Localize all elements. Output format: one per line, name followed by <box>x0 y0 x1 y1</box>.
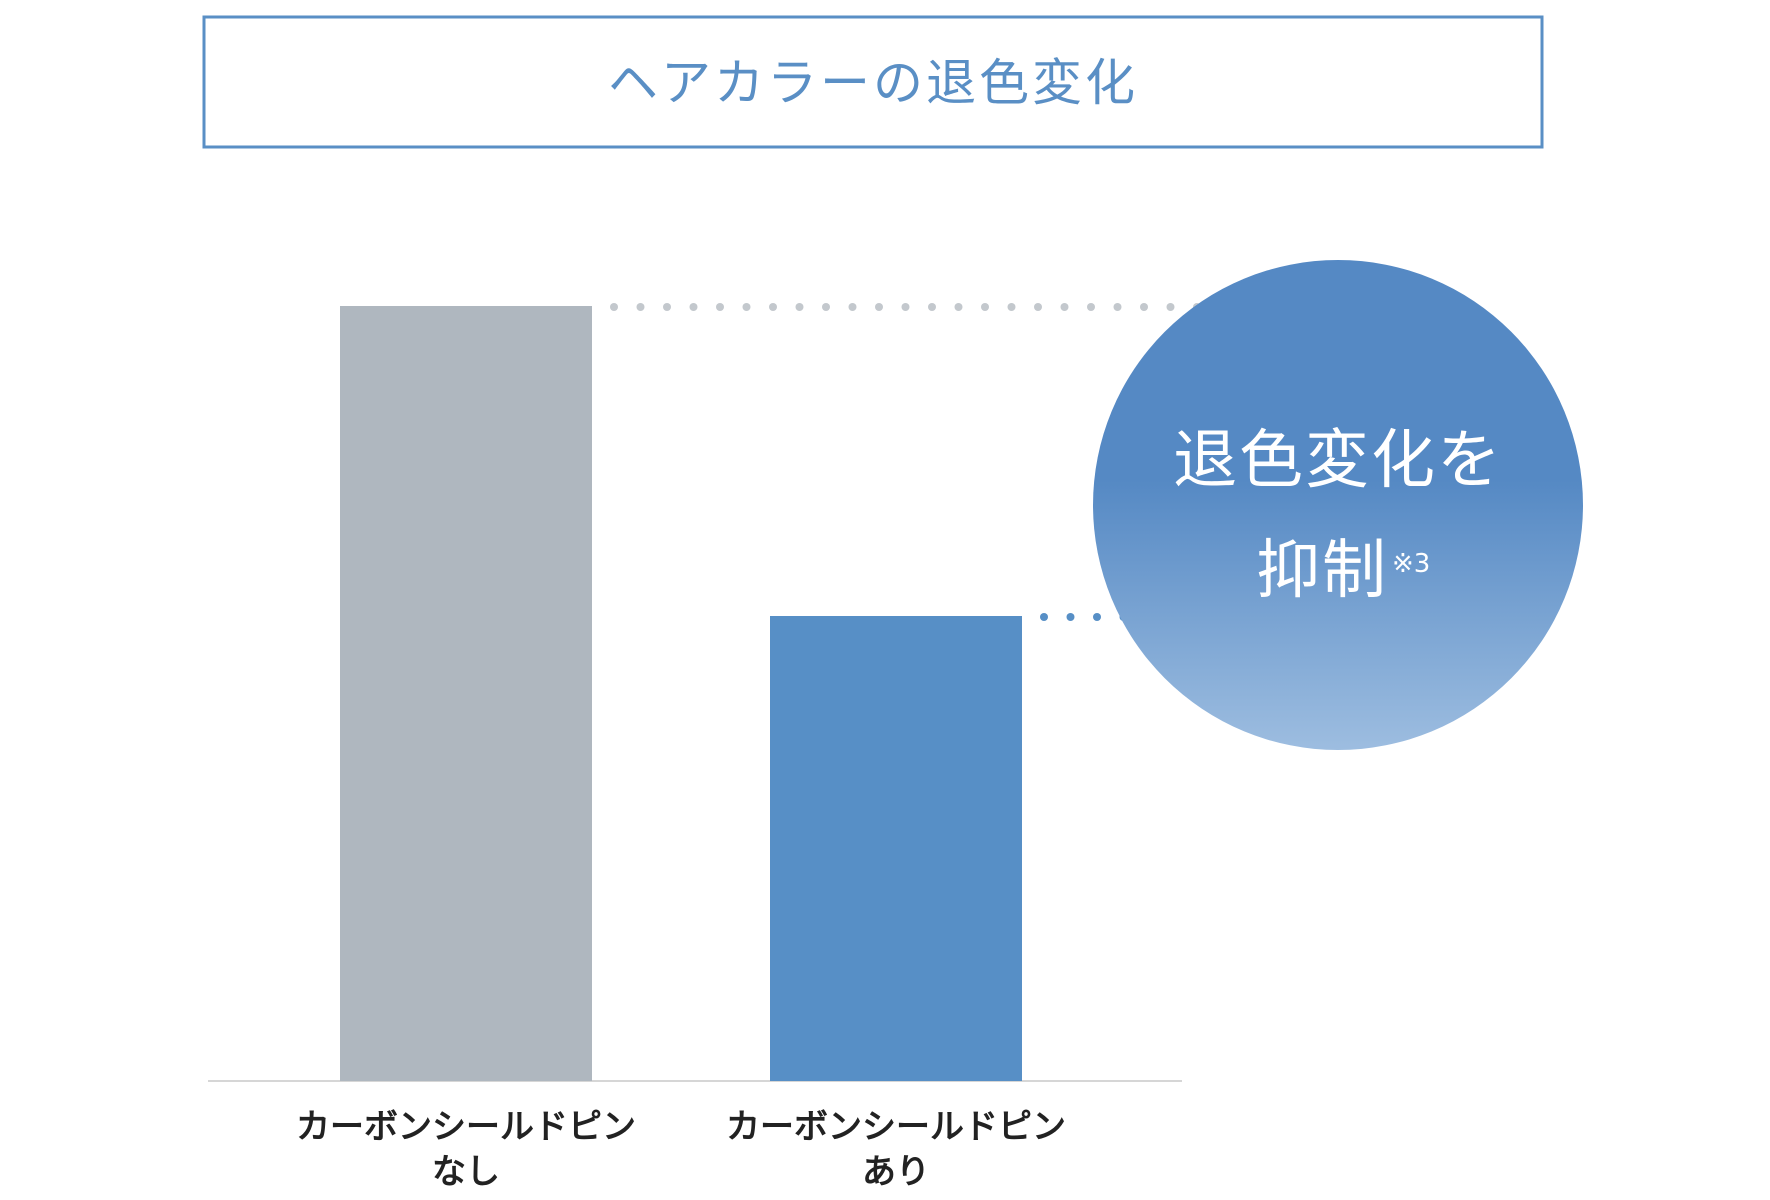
callout-badge-circle <box>1093 260 1583 750</box>
category-label-1-line-1: カーボンシールドピン <box>296 1107 636 1147</box>
leader-dot <box>1040 613 1048 621</box>
leader-dot <box>1166 303 1175 311</box>
bar-2 <box>770 616 1022 1081</box>
callout-badge: 退色変化を 抑制 ※3 <box>1093 260 1583 750</box>
leader-dot <box>636 303 645 311</box>
leader-dot <box>822 303 830 311</box>
category-label-2-line-1: カーボンシールドピン <box>726 1107 1066 1147</box>
leader-dot <box>1140 303 1148 311</box>
category-label-2-line-2: あり <box>862 1152 930 1192</box>
leader-dot <box>1034 303 1042 311</box>
category-label-1-line-2: なし <box>432 1152 500 1192</box>
leader-dot <box>1113 303 1122 311</box>
callout-note: ※3 <box>1392 549 1430 579</box>
leader-dot <box>1007 303 1016 311</box>
leader-dot <box>1087 303 1095 311</box>
bar-1 <box>340 306 592 1081</box>
leader-dot <box>795 303 804 311</box>
callout-line1: 退色変化を <box>1173 424 1503 498</box>
leader-dot <box>954 303 963 311</box>
bars <box>340 306 1022 1081</box>
chart-title-box <box>202 15 1544 149</box>
leader-dot <box>928 303 936 311</box>
chart-title: ヘアカラーの退色変化 <box>608 54 1138 112</box>
leader-dot <box>981 303 989 311</box>
leader-dot <box>848 303 857 311</box>
leader-dot <box>1093 613 1101 621</box>
leader-dot <box>1060 303 1069 311</box>
leader-dot <box>901 303 910 311</box>
leader-dot <box>716 303 724 311</box>
leader-dot <box>663 303 671 311</box>
leader-dot <box>769 303 777 311</box>
leader-dot <box>875 303 883 311</box>
leader-dot <box>742 303 751 311</box>
callout-line2: 抑制 <box>1256 534 1388 608</box>
leader-dot <box>610 303 618 311</box>
leader-dot <box>1066 613 1075 621</box>
leader-dot <box>689 303 698 311</box>
